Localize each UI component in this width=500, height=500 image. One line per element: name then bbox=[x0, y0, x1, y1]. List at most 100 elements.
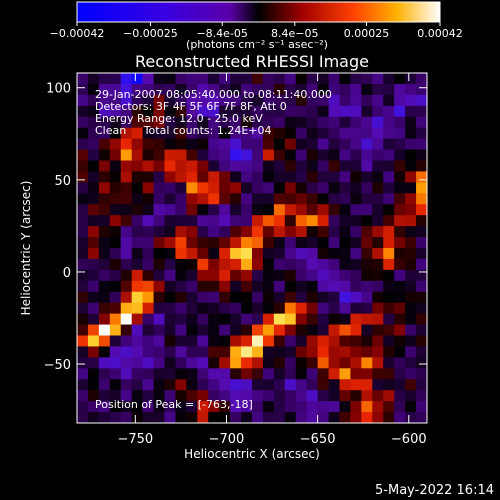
heatmap-cell bbox=[273, 83, 286, 96]
heatmap-cell bbox=[394, 357, 406, 369]
heatmap-cell bbox=[350, 313, 362, 326]
heatmap-cell bbox=[131, 94, 144, 107]
heatmap-cell bbox=[306, 138, 319, 151]
heatmap-cell bbox=[120, 379, 133, 391]
heatmap-cell bbox=[262, 105, 275, 118]
colorbar-tick-label: −8.4e-05 bbox=[196, 27, 247, 40]
heatmap-cell bbox=[87, 83, 100, 96]
heatmap-cell bbox=[120, 291, 133, 304]
heatmap-cell bbox=[164, 313, 176, 326]
heatmap-cell bbox=[295, 226, 308, 238]
heatmap-cell bbox=[142, 368, 155, 380]
heatmap-cell bbox=[273, 149, 286, 161]
heatmap-cell bbox=[383, 324, 395, 336]
heatmap-cell bbox=[416, 193, 427, 205]
heatmap-cell bbox=[350, 237, 362, 249]
heatmap-cell bbox=[317, 105, 330, 118]
heatmap-cell bbox=[394, 116, 406, 129]
heatmap-cell bbox=[230, 94, 242, 107]
heatmap-cell bbox=[339, 313, 351, 326]
heatmap-cell bbox=[339, 269, 351, 282]
heatmap-cell bbox=[219, 182, 231, 194]
heatmap-cell bbox=[241, 83, 253, 96]
heatmap-cell bbox=[252, 302, 264, 315]
heatmap-cell bbox=[175, 302, 187, 315]
heatmap-cell bbox=[361, 160, 373, 172]
heatmap-cell bbox=[109, 83, 122, 96]
heatmap-cell bbox=[197, 149, 209, 161]
heatmap-cell bbox=[284, 357, 297, 369]
heatmap-cell bbox=[153, 116, 165, 129]
heatmap-cell bbox=[175, 401, 187, 413]
heatmap-cell bbox=[416, 237, 427, 249]
heatmap-cell bbox=[197, 390, 209, 402]
heatmap-cell bbox=[120, 269, 133, 282]
heatmap-cell bbox=[208, 116, 220, 129]
heatmap-cell bbox=[175, 171, 187, 183]
heatmap-cell bbox=[361, 127, 373, 140]
heatmap-cell bbox=[328, 83, 340, 96]
heatmap-cell bbox=[230, 379, 242, 391]
heatmap-cell bbox=[295, 73, 308, 85]
heatmap-cell bbox=[208, 248, 220, 260]
heatmap-cell bbox=[273, 302, 286, 315]
heatmap-cell bbox=[208, 401, 220, 413]
annotation-block: 29-Jan-2007 08:05:40.000 to 08:11:40.000… bbox=[95, 88, 332, 137]
heatmap-cell bbox=[241, 237, 253, 249]
heatmap-cell bbox=[328, 215, 340, 227]
heatmap-cell bbox=[219, 138, 231, 151]
heatmap-cell bbox=[394, 215, 406, 227]
heatmap-cell bbox=[208, 357, 220, 369]
heatmap-cell bbox=[306, 193, 319, 205]
heatmap-cell bbox=[252, 324, 264, 336]
heatmap-cell bbox=[339, 258, 351, 271]
heatmap-cell bbox=[219, 171, 231, 183]
heatmap-cell bbox=[252, 94, 264, 107]
heatmap-cell bbox=[120, 73, 133, 85]
heatmap-cell bbox=[339, 324, 351, 336]
heatmap-cell bbox=[142, 401, 155, 413]
heatmap-cell bbox=[219, 269, 231, 282]
heatmap-cell bbox=[317, 83, 330, 96]
heatmap-cell bbox=[208, 204, 220, 216]
heatmap-cell bbox=[350, 357, 362, 369]
heatmap-cell bbox=[317, 138, 330, 151]
heatmap-cell bbox=[186, 258, 198, 271]
heatmap-cell bbox=[219, 204, 231, 216]
heatmap-cell bbox=[383, 291, 395, 304]
heatmap-cell bbox=[219, 127, 231, 140]
heatmap-cell bbox=[284, 269, 297, 282]
heatmap-cell bbox=[241, 215, 253, 227]
heatmap-cell bbox=[372, 83, 384, 96]
heatmap-cell bbox=[295, 313, 308, 326]
heatmap-cell bbox=[394, 324, 406, 336]
heatmap-cell bbox=[241, 346, 253, 358]
heatmap-cell bbox=[230, 302, 242, 315]
heatmap-cell bbox=[230, 138, 242, 151]
heatmap-cell bbox=[339, 379, 351, 391]
heatmap-cell bbox=[273, 324, 286, 336]
heatmap-cell bbox=[98, 116, 111, 129]
heatmap-cell bbox=[230, 149, 242, 161]
heatmap-cell bbox=[219, 105, 231, 118]
heatmap-cell bbox=[252, 258, 264, 271]
heatmap-cell bbox=[394, 171, 406, 183]
heatmap-cell bbox=[252, 401, 264, 413]
heatmap-cell bbox=[98, 390, 111, 402]
heatmap-cell bbox=[350, 160, 362, 172]
heatmap-cell bbox=[273, 127, 286, 140]
heatmap-cell bbox=[394, 237, 406, 249]
heatmap-cell bbox=[186, 193, 198, 205]
heatmap-cell bbox=[197, 83, 209, 96]
heatmap-cell bbox=[109, 291, 122, 304]
heatmap-cell bbox=[120, 357, 133, 369]
heatmap-cell bbox=[164, 127, 176, 140]
heatmap-cell bbox=[252, 116, 264, 129]
heatmap-cell bbox=[394, 73, 406, 85]
heatmap-cell bbox=[208, 390, 220, 402]
heatmap-cell bbox=[394, 412, 406, 423]
heatmap-cell bbox=[241, 182, 253, 194]
heatmap-cell bbox=[87, 94, 100, 107]
heatmap-cell bbox=[164, 401, 176, 413]
heatmap-cell bbox=[295, 324, 308, 336]
